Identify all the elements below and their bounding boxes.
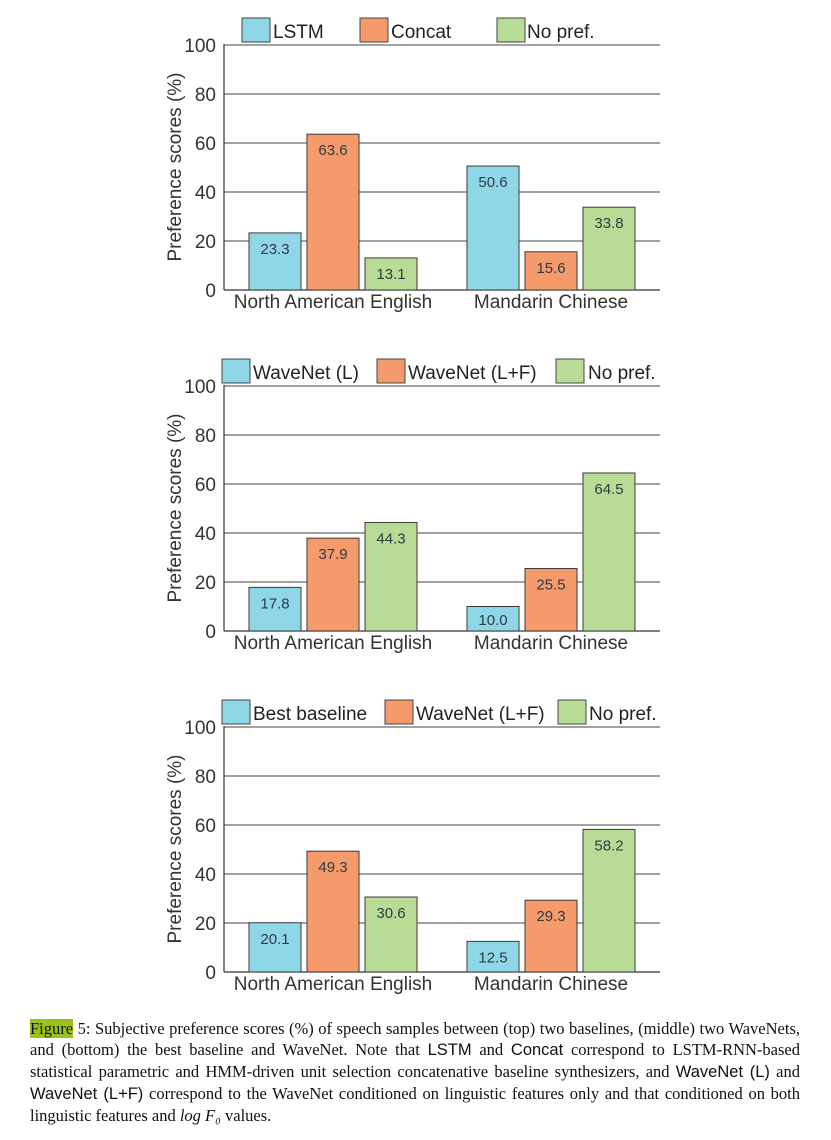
bar-value-label: 33.8 <box>594 215 623 232</box>
x-category-label: Mandarin Chinese <box>474 292 628 313</box>
bar <box>364 521 418 632</box>
bar <box>466 165 520 291</box>
y-tick-label: 60 <box>195 134 216 155</box>
y-tick-label: 0 <box>205 281 216 302</box>
y-tick-label: 80 <box>195 85 216 106</box>
y-tick-label: 80 <box>195 426 216 447</box>
bar <box>306 537 360 632</box>
legend-swatch <box>557 699 587 725</box>
caption-lstm: LSTM <box>427 1041 472 1059</box>
y-tick-label: 80 <box>195 767 216 788</box>
caption-figure-word: Figure <box>30 1019 74 1038</box>
bar <box>306 133 360 291</box>
y-tick-label: 20 <box>195 573 216 594</box>
bar <box>582 828 636 973</box>
y-tick-label: 0 <box>205 963 216 984</box>
legend-label: Best baseline <box>253 704 367 725</box>
legend-swatch <box>376 358 406 384</box>
bar <box>248 232 302 291</box>
y-tick-label: 60 <box>195 475 216 496</box>
bar-value-label: 17.8 <box>260 595 289 612</box>
legend-label: Concat <box>391 22 452 43</box>
y-tick-label: 60 <box>195 816 216 837</box>
bar <box>582 472 636 632</box>
legend-label: No pref. <box>527 22 595 43</box>
legend-label: LSTM <box>273 22 324 43</box>
legend-swatch <box>384 699 414 725</box>
legend-label: No pref. <box>588 363 656 384</box>
bar <box>364 896 418 973</box>
legend-swatch <box>221 699 251 725</box>
bar <box>306 850 360 973</box>
y-tick-label: 20 <box>195 232 216 253</box>
y-tick-label: 100 <box>184 718 216 739</box>
bar <box>524 899 578 973</box>
legend-label: WaveNet (L+F) <box>408 363 537 384</box>
legend-swatch <box>221 358 251 384</box>
bar <box>524 568 578 632</box>
bar-value-label: 37.9 <box>318 546 347 563</box>
chart-top: 0 20 40 60 80 100 Preference scores (%) 23.3 50.… <box>165 17 660 313</box>
bar <box>582 206 636 291</box>
caption-math: log F₀ <box>179 1106 221 1125</box>
bar-value-label: 10.0 <box>478 612 507 629</box>
caption-text-2: and <box>471 1040 511 1059</box>
bar-value-label: 30.6 <box>376 905 405 922</box>
bar-value-label: 25.5 <box>536 577 565 594</box>
y-axis-label: Preference scores (%) <box>165 413 186 602</box>
y-tick-label: 100 <box>184 377 216 398</box>
caption-text-1: 5: Subjective preference scores (%) of s… <box>30 1019 800 1059</box>
caption-text-5: correspond to the WaveNet conditioned on… <box>30 1084 800 1125</box>
legend-swatch <box>359 17 389 43</box>
legend-label: WaveNet (L+F) <box>416 704 545 725</box>
bar <box>248 586 302 632</box>
bar <box>466 606 520 632</box>
bar-value-label: 29.3 <box>536 908 565 925</box>
bar <box>466 940 520 973</box>
y-axis-label: Preference scores (%) <box>165 754 186 943</box>
bar-value-label: 49.3 <box>318 859 347 876</box>
y-tick-label: 100 <box>184 36 216 57</box>
bar-value-label: 13.1 <box>376 266 405 283</box>
legend-label: WaveNet (L) <box>253 363 359 384</box>
bar-value-label: 44.3 <box>376 530 405 547</box>
bar-value-label: 23.3 <box>260 241 289 258</box>
caption-text-3: correspond to LSTM-RNN-based statistical… <box>30 1040 800 1081</box>
chart-bottom: 0 20 40 60 80 100 Preference scores (%) 20.1 12.… <box>165 699 660 995</box>
x-category-label: North American English <box>234 974 433 995</box>
legend-label: No pref. <box>589 704 657 725</box>
figure-caption: Figure 5: Subjective preference scores (… <box>30 1018 800 1126</box>
bar <box>524 251 578 291</box>
bar-value-label: 20.1 <box>260 931 289 948</box>
caption-text-6: values. <box>220 1106 272 1125</box>
bar-value-label: 12.5 <box>478 949 507 966</box>
caption-wavenet-l: WaveNet (L) <box>675 1063 770 1081</box>
bar-value-label: 15.6 <box>536 260 565 277</box>
legend-swatch <box>496 17 526 43</box>
y-tick-label: 20 <box>195 914 216 935</box>
caption-wavenet-lf: WaveNet (L+F) <box>30 1085 144 1103</box>
y-tick-label: 40 <box>195 524 216 545</box>
y-tick-label: 0 <box>205 622 216 643</box>
bar <box>248 922 302 973</box>
caption-text-4: and <box>769 1062 800 1081</box>
chart-middle: 0 20 40 60 80 100 Preference scores (%) 17.8 10.… <box>165 358 660 654</box>
y-tick-label: 40 <box>195 183 216 204</box>
bar-value-label: 50.6 <box>478 174 507 191</box>
x-category-label: Mandarin Chinese <box>474 633 628 654</box>
legend-swatch <box>241 17 271 43</box>
y-axis-label: Preference scores (%) <box>165 72 186 261</box>
bar <box>364 257 418 291</box>
caption-concat: Concat <box>510 1041 564 1059</box>
legend-swatch <box>555 358 585 384</box>
x-category-label: Mandarin Chinese <box>474 974 628 995</box>
y-tick-label: 40 <box>195 865 216 886</box>
x-category-label: North American English <box>234 633 433 654</box>
bar-value-label: 63.6 <box>318 142 347 159</box>
bar-value-label: 64.5 <box>594 481 623 498</box>
x-category-label: North American English <box>234 292 433 313</box>
bar-value-label: 58.2 <box>594 837 623 854</box>
